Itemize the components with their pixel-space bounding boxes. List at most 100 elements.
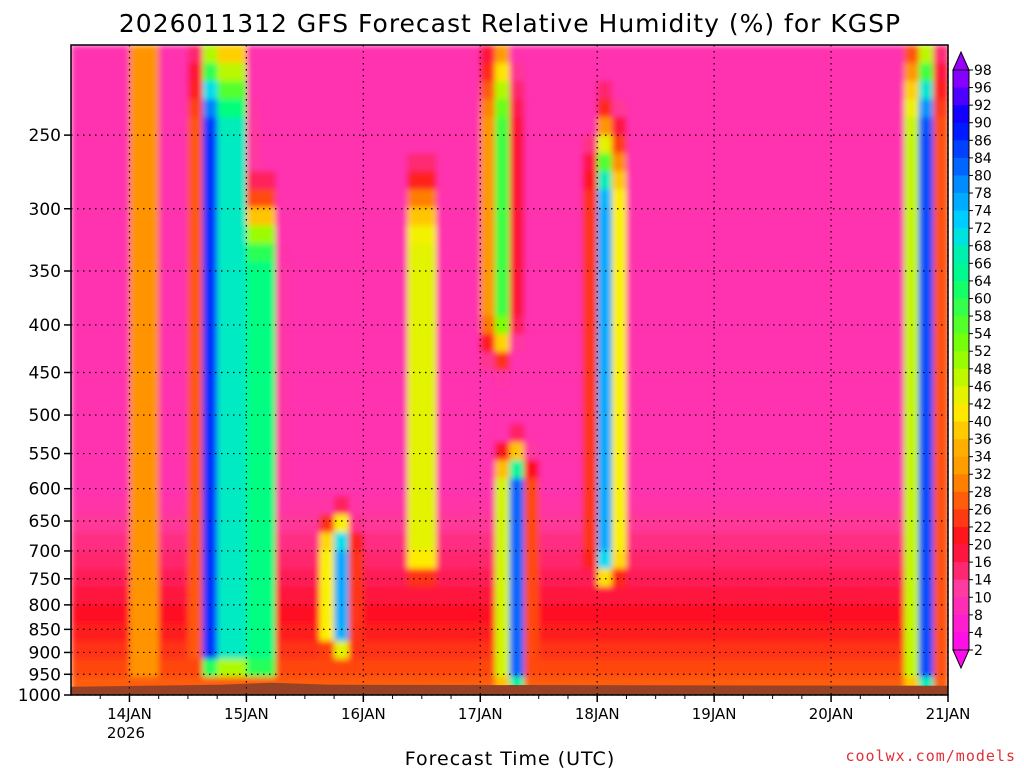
rh-cell xyxy=(114,658,131,678)
rh-cell xyxy=(538,460,555,480)
rh-cell xyxy=(772,550,789,570)
rh-cell xyxy=(304,243,321,263)
rh-cell xyxy=(816,45,832,64)
rh-cell xyxy=(772,640,789,660)
rh-cell xyxy=(71,640,87,660)
rh-cell xyxy=(451,351,467,371)
rh-cell xyxy=(377,333,394,353)
rh-cell xyxy=(275,333,292,353)
rh-cell xyxy=(801,243,818,263)
rh-cell xyxy=(71,442,87,462)
rh-cell xyxy=(480,45,496,64)
rh-cell xyxy=(421,171,438,191)
rh-cell xyxy=(158,640,175,660)
colorbar-label: 86 xyxy=(974,133,992,149)
rh-cell xyxy=(567,640,584,660)
rh-cell xyxy=(290,81,306,100)
rh-cell xyxy=(904,478,920,498)
rh-cell xyxy=(100,496,116,516)
rh-cell xyxy=(904,496,920,516)
rh-cell xyxy=(509,81,525,100)
rh-cell xyxy=(772,333,789,353)
rh-cell xyxy=(421,496,438,516)
rh-cell xyxy=(144,153,160,173)
rh-cell xyxy=(494,171,511,191)
rh-cell xyxy=(874,604,891,624)
rh-cell xyxy=(334,460,350,480)
rh-cell xyxy=(304,63,321,82)
rh-cell xyxy=(860,261,876,281)
rh-cell xyxy=(904,442,920,462)
rh-cell xyxy=(494,189,511,209)
rh-cell xyxy=(100,586,116,606)
rh-cell xyxy=(246,63,262,82)
rh-cell xyxy=(772,243,789,263)
rh-cell xyxy=(114,99,131,119)
rh-cell xyxy=(129,424,145,444)
rh-cell xyxy=(553,45,569,64)
rh-cell xyxy=(129,496,145,516)
rh-cell xyxy=(480,135,496,155)
rh-cell xyxy=(363,514,379,534)
rh-cell xyxy=(85,171,102,191)
rh-cell xyxy=(831,406,847,425)
rh-cell xyxy=(436,207,452,227)
rh-cell xyxy=(451,171,467,191)
rh-cell xyxy=(377,442,394,462)
rh-cell xyxy=(641,171,657,191)
rh-cell xyxy=(465,189,482,209)
rh-cell xyxy=(801,532,818,552)
rh-cell xyxy=(304,640,321,660)
rh-cell xyxy=(246,117,262,137)
rh-cell xyxy=(787,171,803,191)
rh-cell xyxy=(421,99,438,119)
rh-cell xyxy=(597,63,613,82)
rh-cell xyxy=(217,406,233,425)
rh-cell xyxy=(918,658,935,678)
rh-cell xyxy=(202,514,218,534)
rh-cell xyxy=(597,622,613,642)
rh-cell xyxy=(641,81,657,100)
rh-cell xyxy=(129,207,145,227)
rh-cell xyxy=(553,297,569,317)
rh-cell xyxy=(684,63,701,82)
rh-cell xyxy=(933,45,948,64)
rh-cell xyxy=(787,351,803,371)
rh-cell xyxy=(684,315,701,335)
colorbar-segment xyxy=(953,386,969,405)
rh-cell xyxy=(597,261,613,281)
rh-cell xyxy=(275,622,292,642)
rh-cell xyxy=(655,189,672,209)
rh-cell xyxy=(831,243,847,263)
rh-cell xyxy=(334,370,350,389)
rh-cell xyxy=(787,622,803,642)
rh-cell xyxy=(114,81,131,100)
rh-cell xyxy=(553,207,569,227)
rh-cell xyxy=(465,604,482,624)
rh-cell xyxy=(465,478,482,498)
rh-cell xyxy=(158,297,175,317)
rh-cell xyxy=(114,45,131,64)
rh-cell xyxy=(889,370,905,389)
rh-cell xyxy=(743,153,759,173)
rh-cell xyxy=(246,658,262,678)
rh-cell xyxy=(392,81,408,100)
rh-cell xyxy=(641,658,657,678)
rh-cell xyxy=(436,496,452,516)
rh-cell xyxy=(173,189,189,209)
rh-cell xyxy=(757,261,774,281)
rh-cell xyxy=(626,406,642,425)
rh-cell xyxy=(304,622,321,642)
rh-cell xyxy=(158,442,175,462)
rh-cell xyxy=(436,297,452,317)
rh-cell xyxy=(480,63,496,82)
rh-cell xyxy=(465,622,482,642)
rh-cell xyxy=(85,388,102,407)
rh-cell xyxy=(918,424,935,444)
rh-cell xyxy=(494,658,511,678)
rh-cell xyxy=(918,153,935,173)
rh-cell xyxy=(246,243,262,263)
rh-cell xyxy=(261,261,277,281)
rh-cell xyxy=(348,550,365,570)
rh-cell xyxy=(85,117,102,137)
